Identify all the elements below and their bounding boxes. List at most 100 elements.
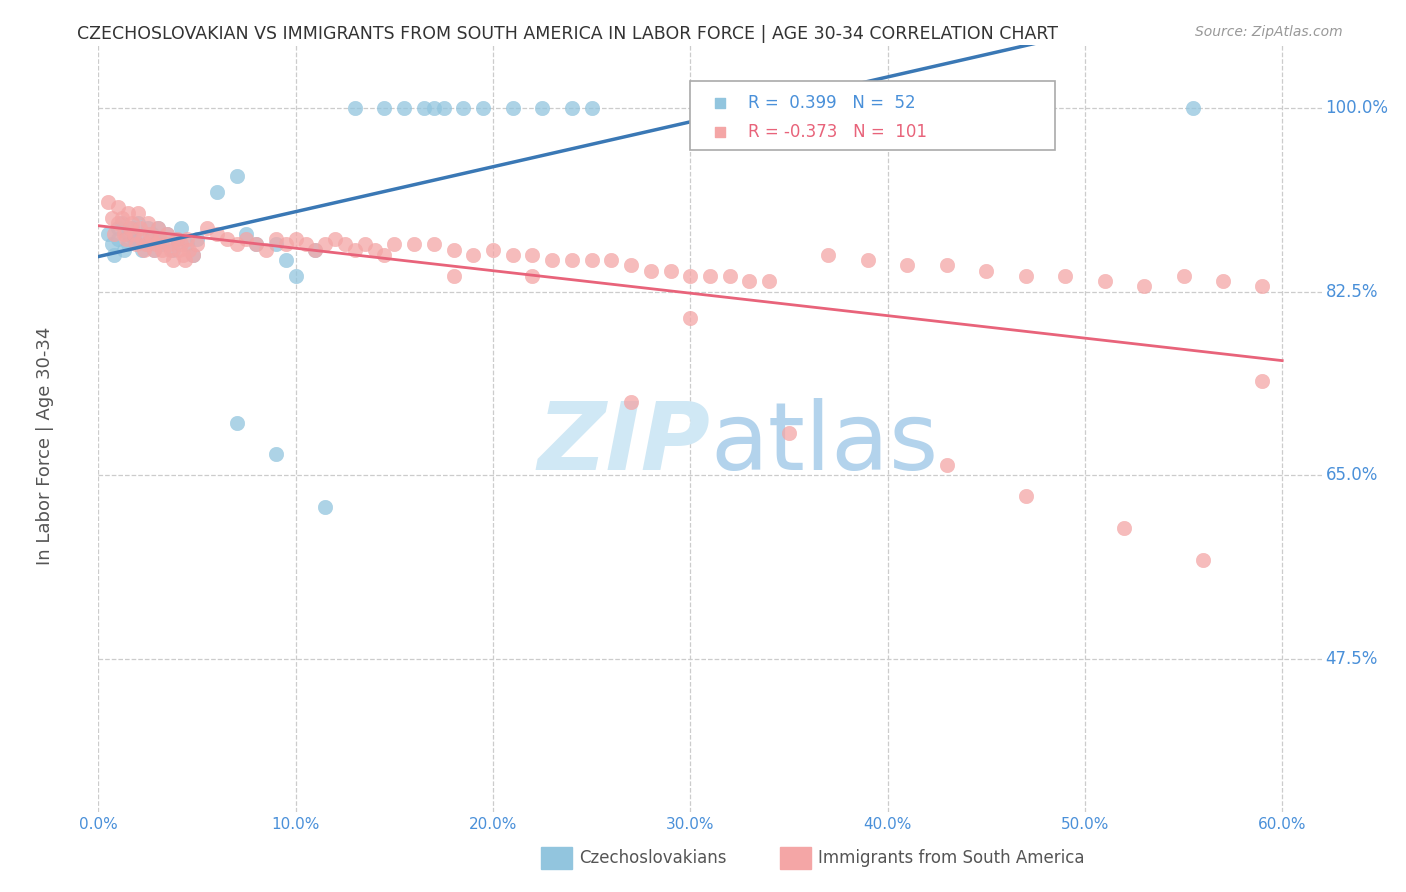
Point [522, 248, 544, 262]
Text: Immigrants from South America: Immigrants from South America [818, 849, 1085, 867]
Point [166, 232, 188, 246]
Point [333, 237, 356, 252]
Point [142, 243, 165, 257]
Point [125, 237, 148, 252]
Point [314, 237, 336, 252]
Point [718, 268, 741, 283]
Text: 30.0%: 30.0% [666, 817, 714, 832]
Point [103, 248, 125, 262]
Point [1114, 521, 1136, 535]
Point [896, 258, 918, 272]
Point [561, 101, 583, 115]
Point [1173, 268, 1195, 283]
Point [195, 221, 218, 235]
Point [404, 237, 426, 252]
Point [117, 237, 139, 252]
Point [170, 237, 193, 252]
Point [127, 216, 149, 230]
Point [284, 232, 307, 246]
Point [1054, 268, 1077, 283]
Point [433, 101, 456, 115]
Point [186, 237, 208, 252]
Point [343, 243, 366, 257]
Text: CZECHOSLOVAKIAN VS IMMIGRANTS FROM SOUTH AMERICA IN LABOR FORCE | AGE 30-34 CORR: CZECHOSLOVAKIAN VS IMMIGRANTS FROM SOUTH… [77, 25, 1059, 43]
Point [1192, 552, 1215, 566]
Point [353, 237, 375, 252]
Point [1251, 279, 1274, 293]
Point [215, 232, 238, 246]
Point [97, 227, 120, 241]
Point [122, 232, 145, 246]
Point [314, 500, 336, 514]
Point [150, 237, 173, 252]
Point [659, 263, 682, 277]
Point [235, 227, 257, 241]
Point [111, 216, 134, 230]
Point [1182, 101, 1205, 115]
Point [225, 169, 247, 183]
Point [176, 232, 198, 246]
Point [294, 237, 316, 252]
Point [138, 227, 160, 241]
Point [131, 243, 153, 257]
Point [935, 458, 957, 472]
Point [1251, 374, 1274, 388]
Text: R = -0.373   N =  101: R = -0.373 N = 101 [748, 123, 927, 141]
Point [186, 232, 208, 246]
Point [205, 227, 228, 241]
Point [392, 101, 416, 115]
Text: 47.5%: 47.5% [1326, 650, 1378, 668]
Point [264, 237, 287, 252]
Point [132, 243, 155, 257]
Point [531, 101, 554, 115]
Point [274, 253, 297, 268]
Point [146, 232, 169, 246]
Point [162, 253, 184, 268]
Point [679, 268, 702, 283]
Point [382, 237, 405, 252]
Point [323, 232, 346, 246]
Point [463, 248, 485, 262]
Point [127, 232, 149, 246]
Point [620, 395, 643, 409]
Point [107, 201, 129, 215]
Point [373, 101, 395, 115]
Point [699, 268, 721, 283]
Point [600, 253, 623, 268]
Point [111, 211, 134, 225]
Point [304, 243, 326, 257]
Point [181, 248, 204, 262]
Text: 10.0%: 10.0% [271, 817, 321, 832]
Text: Source: ZipAtlas.com: Source: ZipAtlas.com [1195, 25, 1343, 39]
Point [136, 237, 159, 252]
Point [225, 416, 247, 430]
Point [738, 274, 761, 288]
Point [1133, 279, 1156, 293]
Point [162, 243, 184, 257]
Point [1094, 274, 1116, 288]
Point [156, 227, 179, 241]
Point [254, 243, 277, 257]
Point [343, 101, 366, 115]
Point [581, 253, 603, 268]
Point [181, 248, 204, 262]
Text: ZIP: ZIP [537, 398, 710, 490]
Point [160, 243, 183, 257]
FancyBboxPatch shape [690, 81, 1056, 150]
Text: Czechoslovakians: Czechoslovakians [579, 849, 727, 867]
Bar [780, 847, 811, 869]
Point [935, 258, 957, 272]
Point [112, 227, 135, 241]
Point [146, 221, 169, 235]
Point [264, 447, 287, 461]
Point [620, 258, 643, 272]
Point [245, 237, 267, 252]
Point [176, 237, 198, 252]
Text: 82.5%: 82.5% [1326, 283, 1378, 301]
Bar [541, 847, 572, 869]
Point [121, 221, 143, 235]
Point [141, 227, 163, 241]
Point [149, 232, 172, 246]
Point [363, 243, 385, 257]
Point [150, 243, 173, 257]
